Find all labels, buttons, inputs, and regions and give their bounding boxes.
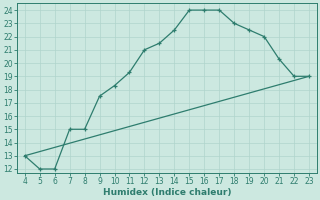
X-axis label: Humidex (Indice chaleur): Humidex (Indice chaleur) xyxy=(103,188,231,197)
